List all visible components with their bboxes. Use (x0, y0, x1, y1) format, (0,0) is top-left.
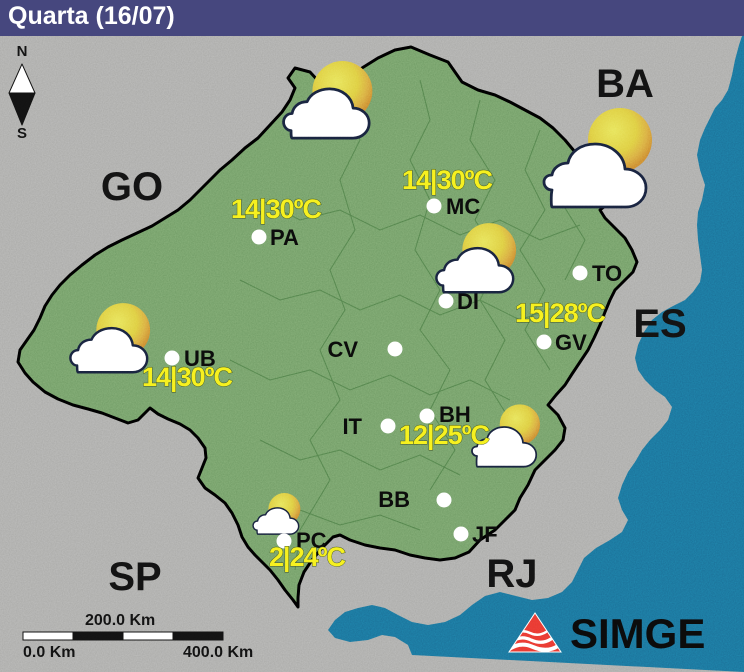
svg-text:PA: PA (270, 225, 299, 250)
svg-text:MC: MC (446, 194, 480, 219)
svg-text:BB: BB (378, 487, 410, 512)
svg-text:SIMGE: SIMGE (570, 610, 705, 657)
svg-text:ES: ES (633, 302, 686, 346)
svg-text:DI: DI (457, 289, 479, 314)
svg-text:200.0 Km: 200.0 Km (85, 612, 155, 629)
svg-text:N: N (17, 43, 28, 60)
svg-text:JF: JF (472, 522, 498, 547)
svg-text:SP: SP (108, 555, 161, 599)
svg-text:15|28ºC: 15|28ºC (515, 298, 605, 328)
svg-text:CV: CV (327, 337, 358, 362)
svg-text:2|24ºC: 2|24ºC (269, 542, 345, 572)
svg-text:GO: GO (101, 165, 163, 209)
svg-text:14|30ºC: 14|30ºC (142, 362, 232, 392)
svg-text:BA: BA (596, 62, 654, 106)
svg-text:400.0 Km: 400.0 Km (183, 644, 253, 661)
svg-text:S: S (17, 125, 27, 142)
svg-text:14|30ºC: 14|30ºC (402, 165, 492, 195)
svg-text:IT: IT (342, 414, 362, 439)
svg-text:0.0 Km: 0.0 Km (23, 644, 75, 661)
svg-text:12|25ºC: 12|25ºC (399, 420, 489, 450)
svg-text:GV: GV (555, 330, 587, 355)
svg-text:14|30ºC: 14|30ºC (231, 194, 321, 224)
svg-text:RJ: RJ (486, 552, 537, 596)
svg-text:TO: TO (592, 261, 622, 286)
